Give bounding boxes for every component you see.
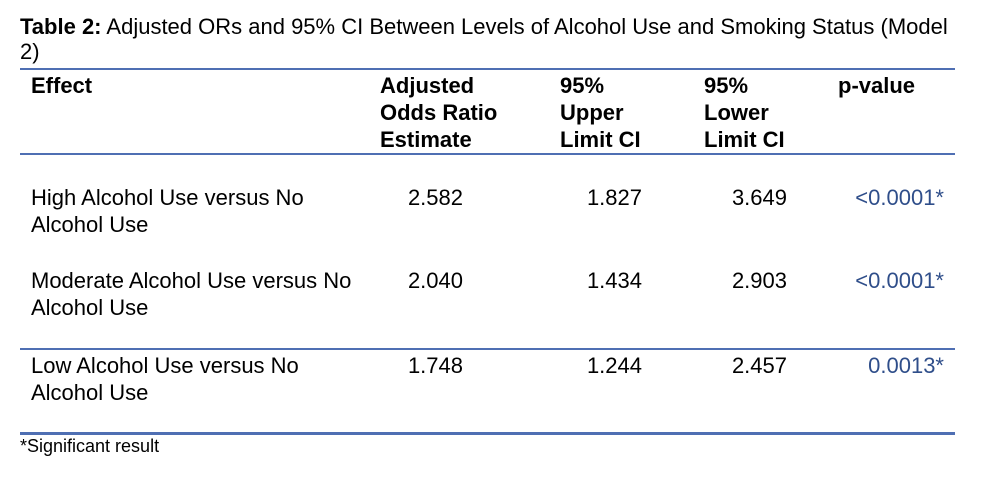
row-2-upper-limit: 1.434	[586, 268, 642, 293]
header-odds-ratio-line-1: Adjusted	[380, 73, 475, 98]
row-3-lower-limit: 2.457	[731, 353, 787, 378]
header-upper-line-3: Limit CI	[560, 127, 641, 152]
header-effect: Effect	[31, 73, 93, 98]
row-3-p-value: 0.0013*	[868, 353, 944, 378]
header-odds-ratio-line-2: Odds Ratio	[380, 100, 498, 125]
row-1-p-value: <0.0001*	[855, 185, 944, 210]
row-3-upper-limit: 1.244	[586, 353, 642, 378]
caption-label: Table 2:	[20, 14, 102, 39]
row-1-odds-ratio: 2.582	[407, 185, 463, 210]
header-upper-line-2: Upper	[560, 100, 624, 125]
table-caption: Table 2: Adjusted ORs and 95% CI Between…	[20, 14, 960, 64]
header-upper-line-1: 95%	[560, 73, 605, 98]
row-1-upper-limit: 1.827	[586, 185, 642, 210]
header-lower-line-2: Lower	[704, 100, 769, 125]
row-2-odds-ratio: 2.040	[407, 268, 463, 293]
header-p-value: p-value	[838, 73, 916, 98]
header-odds-ratio: Adjusted Odds Ratio Estimate	[380, 72, 497, 153]
row-2-lower-limit: 2.903	[731, 268, 787, 293]
header-lower-line-1: 95%	[704, 73, 749, 98]
header-lower-line-3: Limit CI	[704, 127, 785, 152]
table-bottom-rule	[20, 432, 955, 435]
row-2-effect: Moderate Alcohol Use versus No Alcohol U…	[31, 268, 352, 320]
caption-text: Adjusted ORs and 95% CI Between Levels o…	[20, 14, 948, 64]
header-odds-ratio-line-3: Estimate	[380, 127, 472, 152]
row-2-p-value: <0.0001*	[855, 268, 944, 293]
row-1-lower-limit: 3.649	[731, 185, 787, 210]
row-1-effect: High Alcohol Use versus No Alcohol Use	[31, 185, 304, 237]
header-bottom-rule	[20, 153, 955, 155]
header-lower-limit: 95% Lower Limit CI	[704, 72, 785, 153]
header-top-rule	[20, 68, 955, 70]
footnote: *Significant result	[20, 436, 160, 456]
row-divider-rule	[20, 348, 955, 350]
header-upper-limit: 95% Upper Limit CI	[560, 72, 641, 153]
row-3-odds-ratio: 1.748	[407, 353, 463, 378]
row-3-effect: Low Alcohol Use versus No Alcohol Use	[31, 353, 299, 405]
